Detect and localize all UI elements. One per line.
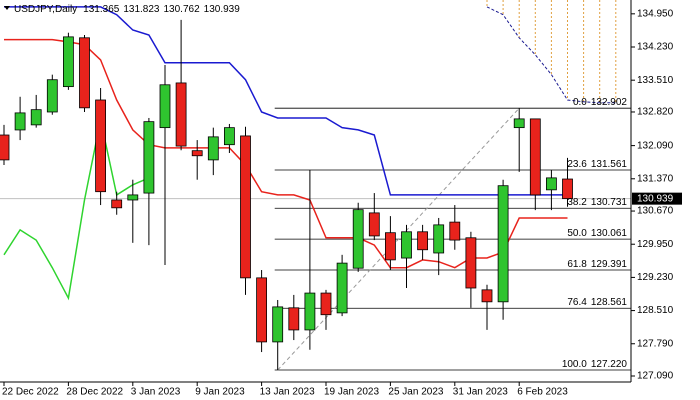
fib-level-name: 38.2 <box>567 197 587 208</box>
current-price-label: 130.939 <box>637 193 674 204</box>
x-tick-label: 28 Dec 2022 <box>66 387 123 398</box>
candle-body <box>159 84 171 129</box>
y-tick-label: 127.090 <box>637 371 674 382</box>
candle-body <box>240 135 251 279</box>
plot-area <box>0 0 631 371</box>
candle-body <box>111 199 123 209</box>
x-tick-label: 9 Jan 2023 <box>195 387 245 398</box>
x-tick-label: 13 Jan 2023 <box>260 387 315 398</box>
y-tick-label: 129.230 <box>637 272 674 283</box>
candle-body <box>272 306 284 343</box>
fib-label: 38.2 130.731 <box>567 197 627 208</box>
x-tick-label: 25 Jan 2023 <box>388 387 443 398</box>
fib-level-value: 130.731 <box>591 197 628 208</box>
header-close: 130.939 <box>204 4 241 15</box>
fib-level-name: 100.0 <box>562 359 587 370</box>
candle-body <box>336 262 348 314</box>
candle-body <box>223 127 235 146</box>
y-tick-label: 134.950 <box>637 8 674 19</box>
y-tick-label: 133.510 <box>637 75 674 86</box>
fib-level-value: 132.902 <box>591 97 628 108</box>
candle-body <box>46 79 58 113</box>
candle-body <box>562 178 573 200</box>
fib-level-name: 76.4 <box>567 297 587 308</box>
y-tick-label: 131.370 <box>637 173 674 184</box>
y-tick-label: 134.230 <box>637 42 674 53</box>
candle-body <box>14 112 26 131</box>
candle-body <box>256 277 268 343</box>
fib-label: 100.0 127.220 <box>562 359 628 370</box>
fib-level-name: 61.8 <box>567 259 587 270</box>
candle-body <box>320 292 332 316</box>
x-tick-label: 31 Jan 2023 <box>453 387 508 398</box>
candle-body <box>497 185 509 303</box>
y-tick-label: 128.510 <box>637 305 674 316</box>
fib-label: 76.4 128.561 <box>567 297 627 308</box>
fib-level-value: 130.061 <box>591 228 628 239</box>
y-tick-label: 130.670 <box>637 206 674 217</box>
y-tick-label: 127.790 <box>637 338 674 349</box>
fib-level-name: 0.0 <box>573 97 587 108</box>
candle-body <box>95 99 106 193</box>
fib-level-name: 50.0 <box>567 228 587 239</box>
candle-body <box>465 237 477 289</box>
header-icon <box>4 6 10 10</box>
candle-body <box>143 121 155 194</box>
x-tick-label: 22 Dec 2022 <box>2 387 59 398</box>
y-tick-label: 129.950 <box>637 239 674 250</box>
candle-body <box>481 289 493 303</box>
candle-body <box>0 134 10 161</box>
candle-body <box>127 194 139 201</box>
y-tick-label: 132.820 <box>637 107 674 118</box>
candle-body <box>546 177 557 191</box>
candle-body <box>417 231 429 251</box>
candle-body <box>288 307 300 331</box>
candle-body <box>529 118 541 196</box>
candle-body <box>401 231 412 259</box>
fib-level-value: 128.561 <box>591 297 628 308</box>
current-price-box <box>632 192 682 205</box>
candle-body <box>513 118 525 129</box>
candle-body <box>30 109 42 126</box>
fib-trend <box>277 107 520 371</box>
indicator-line <box>3 119 150 301</box>
candle-body <box>175 82 187 147</box>
header-high: 131.823 <box>123 4 160 15</box>
header-open: 131.365 <box>83 4 120 15</box>
candle-body <box>449 221 461 241</box>
candle-body <box>368 212 380 237</box>
fib-level-name: 23.6 <box>567 159 587 170</box>
candle-body <box>433 224 445 254</box>
symbol: USDJPY,Daily <box>14 4 77 15</box>
y-tick-label: 132.090 <box>637 140 674 151</box>
candle-body <box>304 292 316 331</box>
header: USDJPY,Daily 131.365 131.823 130.762 130.939 <box>14 4 240 15</box>
x-tick-label: 6 Feb 2023 <box>517 387 568 398</box>
fib-level-value: 129.391 <box>591 259 628 270</box>
candle-body <box>63 36 74 88</box>
indicator-line <box>4 6 568 196</box>
candle-body <box>79 37 90 109</box>
fib-label: 0.0 132.902 <box>573 97 627 108</box>
header-low: 130.762 <box>163 4 200 15</box>
cloud-edge <box>486 6 616 104</box>
fib-level-value: 131.561 <box>591 159 628 170</box>
fib-label: 61.8 129.391 <box>567 259 627 270</box>
x-tick-label: 19 Jan 2023 <box>324 387 379 398</box>
fib-label: 50.0 130.061 <box>567 228 627 239</box>
candle-body <box>384 232 396 261</box>
x-tick-label: 3 Jan 2023 <box>131 387 181 398</box>
candle-body <box>191 150 203 157</box>
fib-label: 23.6 131.561 <box>567 159 627 170</box>
candle-body <box>352 209 364 269</box>
candle-body <box>207 136 219 161</box>
fib-level-value: 127.220 <box>591 359 628 370</box>
